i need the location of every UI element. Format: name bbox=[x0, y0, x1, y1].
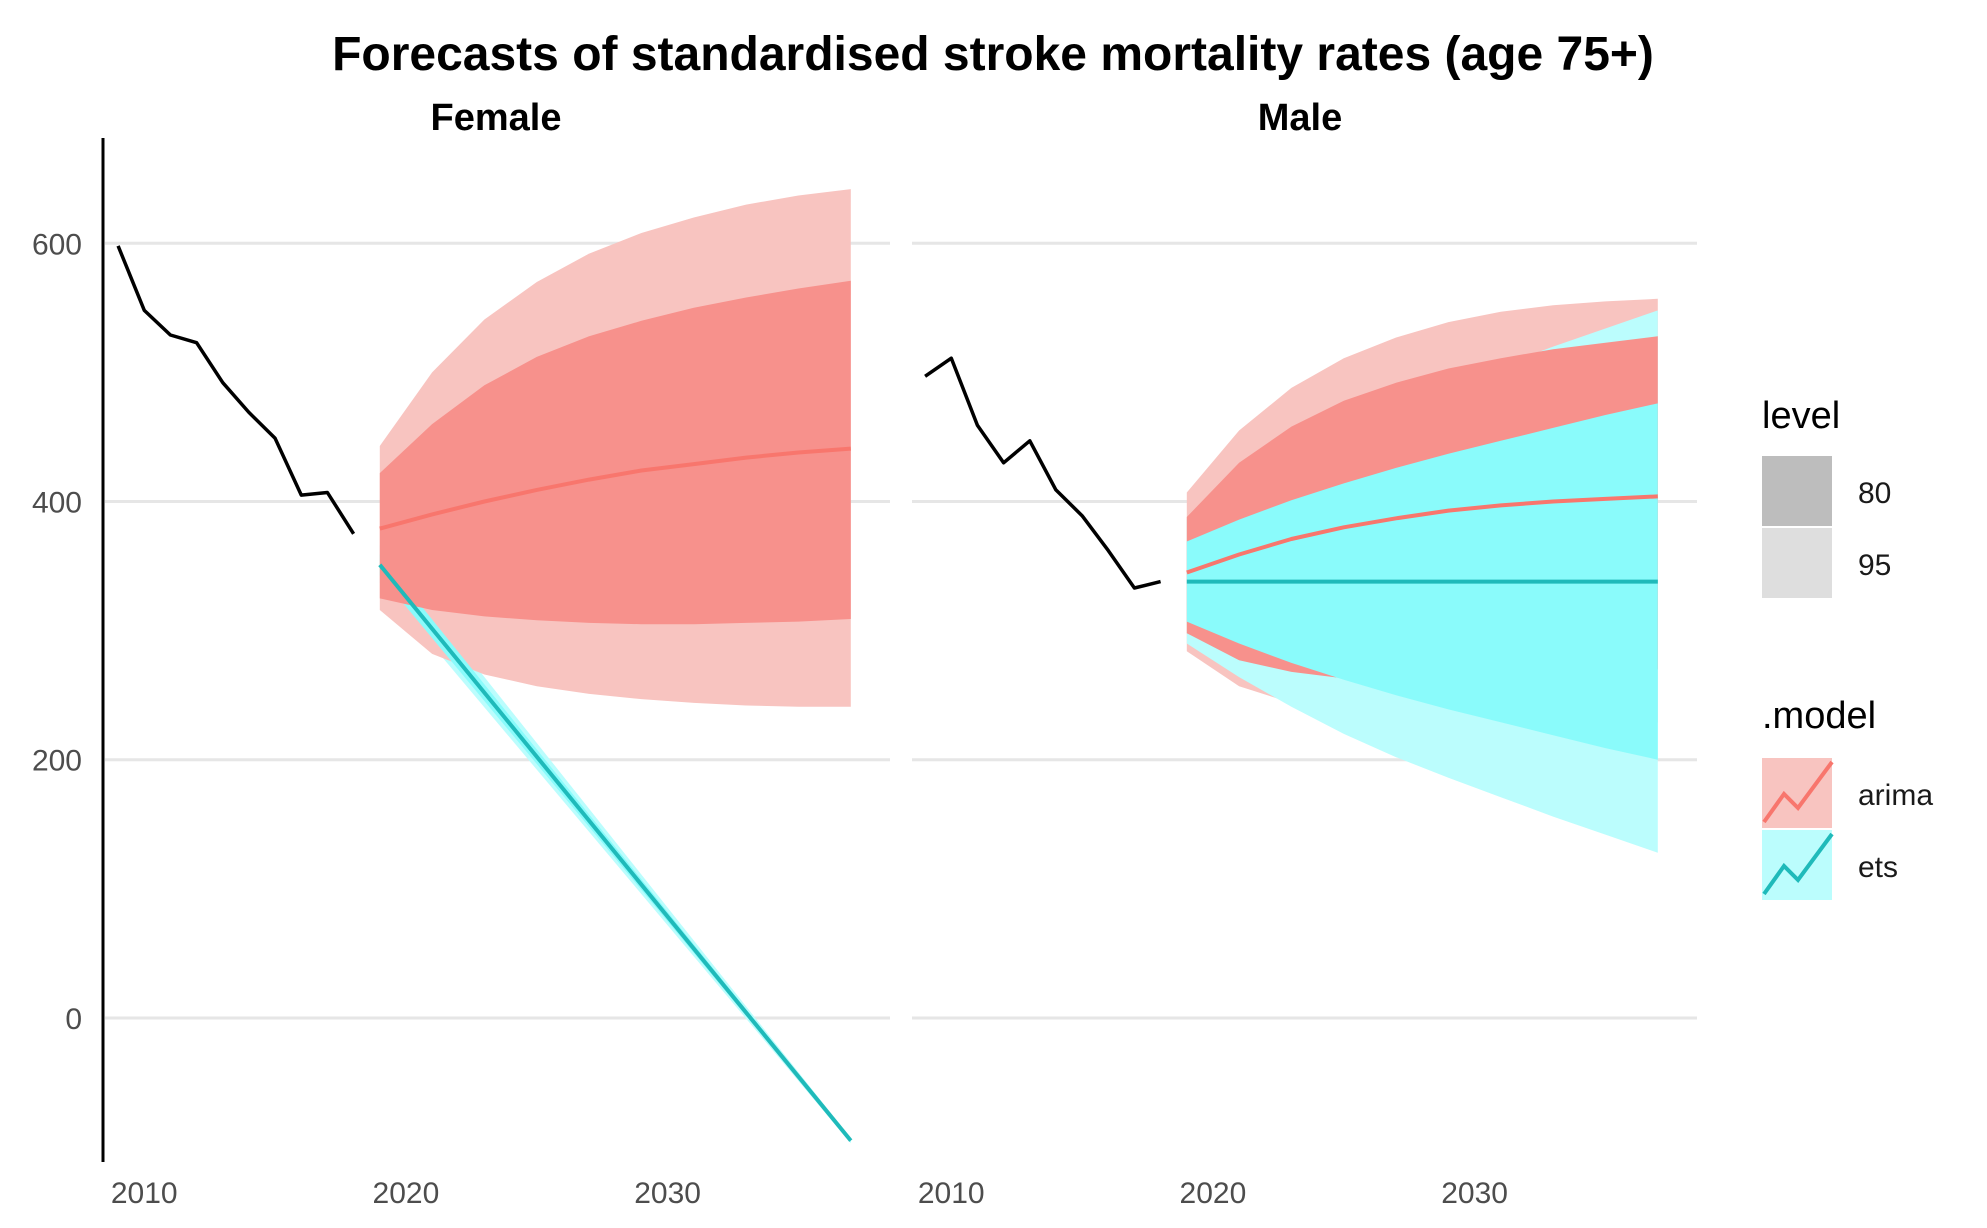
legend-label-ets: ets bbox=[1858, 851, 1898, 884]
panel-male: Male 2010 2020 2030 bbox=[912, 97, 1697, 1210]
legend-level-title: level bbox=[1762, 395, 1840, 437]
x-tick-label: 2020 bbox=[373, 1177, 440, 1210]
chart-title: Forecasts of standardised stroke mortali… bbox=[332, 28, 1654, 81]
x-tick-label: 2010 bbox=[111, 1177, 178, 1210]
history-line bbox=[116, 245, 356, 535]
y-axis: 0 200 400 600 bbox=[32, 138, 105, 1162]
legend-label-arima: arima bbox=[1858, 779, 1933, 812]
legend-label-95: 95 bbox=[1858, 549, 1891, 582]
panel-female: Female 2010 2020 2030 bbox=[105, 97, 890, 1210]
legend-key-arima bbox=[1762, 758, 1832, 828]
facet-label-male: Male bbox=[1258, 97, 1342, 139]
arima-forecast-line bbox=[1186, 494, 1658, 575]
facet-label-female: Female bbox=[431, 97, 562, 139]
x-tick-label: 2010 bbox=[918, 1177, 985, 1210]
legend: level 80 95 .model arima ets bbox=[1762, 395, 1933, 900]
y-tick-label: 0 bbox=[65, 1003, 82, 1036]
y-tick-label: 600 bbox=[32, 228, 82, 261]
legend-label-80: 80 bbox=[1858, 477, 1891, 510]
y-tick-label: 400 bbox=[32, 487, 82, 520]
legend-line-arima bbox=[1762, 760, 1834, 824]
legend-key-80 bbox=[1762, 456, 1832, 526]
ets-forecast-line bbox=[378, 563, 853, 1142]
x-tick-label: 2030 bbox=[1441, 1177, 1508, 1210]
legend-key-ets bbox=[1762, 830, 1832, 900]
history-line bbox=[924, 356, 1162, 590]
legend-key-95 bbox=[1762, 528, 1832, 598]
legend-line-ets bbox=[1762, 832, 1834, 896]
arima-forecast-line bbox=[379, 446, 851, 531]
x-tick-label: 2020 bbox=[1180, 1177, 1247, 1210]
arima-80-band bbox=[379, 280, 851, 625]
x-tick-label: 2030 bbox=[634, 1177, 701, 1210]
y-tick-label: 200 bbox=[32, 745, 82, 778]
legend-model-title: .model bbox=[1762, 695, 1876, 737]
